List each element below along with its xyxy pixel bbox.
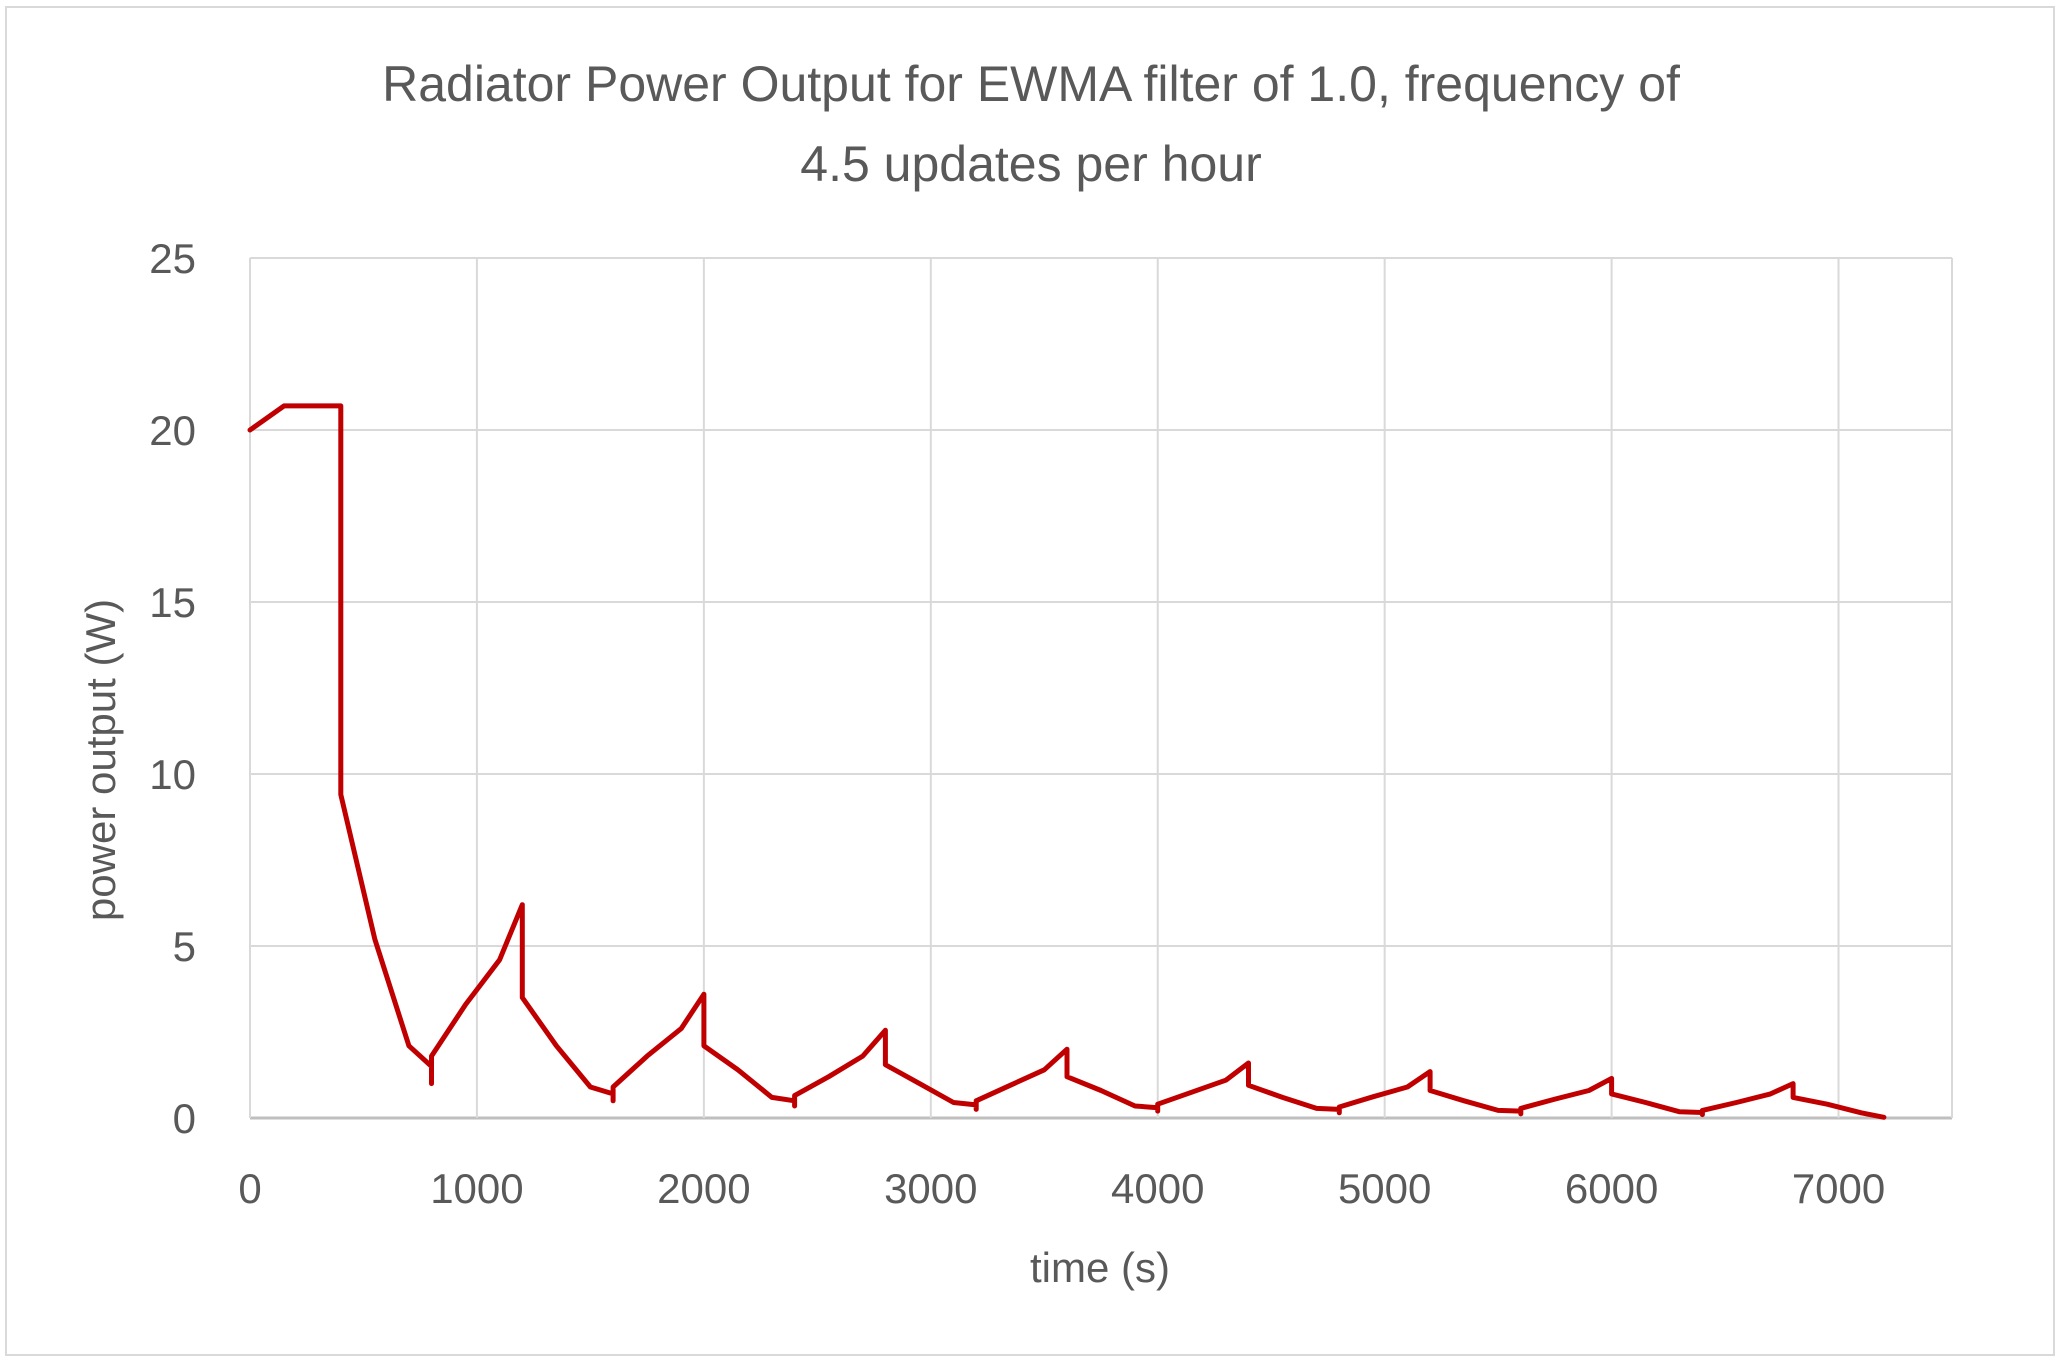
chart-title-line-2: 4.5 updates per hour: [800, 136, 1262, 192]
y-tick-label: 25: [149, 235, 196, 282]
x-axis-title: time (s): [1030, 1244, 1170, 1291]
series-line-1: [247, 403, 1887, 1120]
x-tick-label: 4000: [1111, 1165, 1204, 1212]
y-axis-tick-labels: 0 5 10 15 20 25: [149, 235, 196, 1142]
y-tick-label: 0: [173, 1095, 196, 1142]
x-tick-label: 2000: [657, 1165, 750, 1212]
x-tick-label: 1000: [430, 1165, 523, 1212]
y-tick-label: 10: [149, 751, 196, 798]
chart-frame: [5, 6, 2055, 1356]
y-tick-label: 5: [173, 923, 196, 970]
x-tick-label: 5000: [1338, 1165, 1431, 1212]
x-axis-tick-labels: 0 1000 2000 3000 4000 5000 6000 7000: [238, 1165, 1885, 1212]
chart-title: Radiator Power Output for EWMA filter of…: [0, 44, 2062, 204]
x-tick-label: 6000: [1565, 1165, 1658, 1212]
y-axis-title: power output (W): [77, 599, 124, 921]
x-tick-label: 7000: [1792, 1165, 1885, 1212]
y-tick-label: 20: [149, 407, 196, 454]
x-tick-label: 3000: [884, 1165, 977, 1212]
x-tick-label: 0: [238, 1165, 261, 1212]
gridlines: [249, 257, 1953, 1120]
chart-title-line-1: Radiator Power Output for EWMA filter of…: [382, 56, 1680, 112]
y-tick-label: 15: [149, 579, 196, 626]
series-group: [247, 403, 1887, 1120]
